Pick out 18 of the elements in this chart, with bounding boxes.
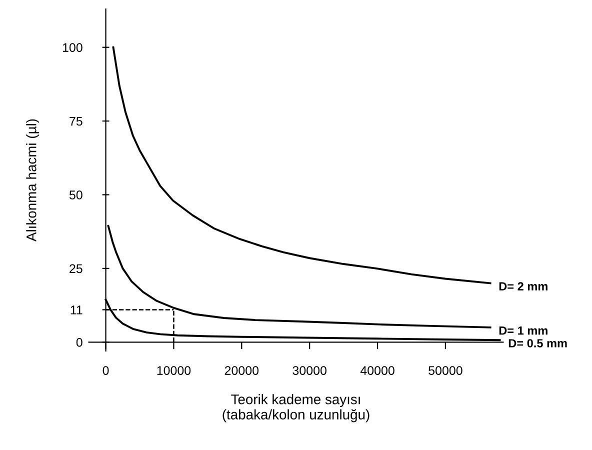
x-tick-label: 40000 [360,366,394,375]
line-series [112,46,492,284]
x-tick-label: 10000 [157,366,191,375]
series-label: D= 1 mm [499,326,548,335]
y-axis-title: Alıkonma hacmi (µl) [26,119,40,242]
x-tick-label: 30000 [292,366,326,375]
y-tick-label: 50 [69,190,82,200]
y-tick-label: 100 [62,43,82,52]
x-axis-title: Teorik kademe sayısı (tabaka/kolon uzunluğu) [222,394,370,422]
y-tick-label: 11 [70,306,82,314]
series-label: D= 0.5 mm [508,339,567,348]
y-tick-label: 0 [76,338,82,347]
y-tick-label: 75 [70,116,82,126]
series-label: D= 2 mm [499,282,548,290]
y-tick-label: 25 [70,264,82,274]
x-tick-label: 50000 [428,366,462,375]
x-tick-label: 0 [102,366,109,375]
x-tick-label: 20000 [224,366,259,375]
